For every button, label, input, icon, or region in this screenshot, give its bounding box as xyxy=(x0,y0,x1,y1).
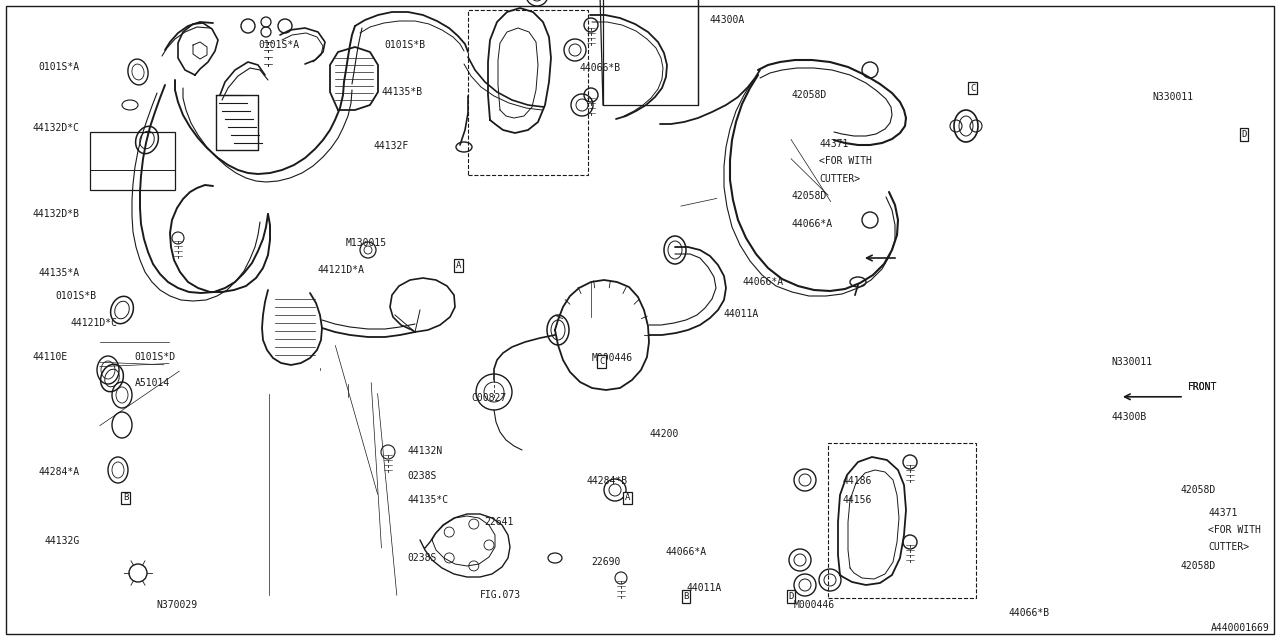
Text: 44132D*C: 44132D*C xyxy=(32,123,79,133)
Text: 44284*B: 44284*B xyxy=(586,476,627,486)
Text: 44121D*A: 44121D*A xyxy=(317,265,365,275)
Text: 22690: 22690 xyxy=(591,557,621,567)
Text: 0101S*B: 0101S*B xyxy=(384,40,425,50)
Text: FIG.073: FIG.073 xyxy=(480,590,521,600)
Text: B: B xyxy=(123,493,128,502)
Text: B: B xyxy=(684,592,689,601)
Text: 44156: 44156 xyxy=(842,495,872,506)
Text: 44300A: 44300A xyxy=(709,15,745,26)
Text: 44371: 44371 xyxy=(1208,508,1238,518)
Text: N330011: N330011 xyxy=(1152,92,1193,102)
Text: M130015: M130015 xyxy=(346,237,387,248)
Text: C00827: C00827 xyxy=(471,393,507,403)
Text: 44132N: 44132N xyxy=(407,446,443,456)
Text: 42058D: 42058D xyxy=(791,191,827,201)
Text: 44135*B: 44135*B xyxy=(381,87,422,97)
Text: 44132D*B: 44132D*B xyxy=(32,209,79,220)
Text: 0101S*D: 0101S*D xyxy=(134,352,175,362)
Text: D: D xyxy=(788,592,794,601)
Text: 0238S: 0238S xyxy=(407,553,436,563)
Text: A: A xyxy=(456,261,461,270)
Text: 44011A: 44011A xyxy=(686,582,722,593)
Text: C: C xyxy=(970,84,975,93)
Text: CUTTER>: CUTTER> xyxy=(1208,542,1249,552)
Text: 44284*A: 44284*A xyxy=(38,467,79,477)
Text: 44186: 44186 xyxy=(842,476,872,486)
Text: 44110E: 44110E xyxy=(32,352,68,362)
Text: 44121D*C: 44121D*C xyxy=(70,318,118,328)
Text: CUTTER>: CUTTER> xyxy=(819,173,860,184)
Text: 44200: 44200 xyxy=(649,429,678,439)
Text: A440001669: A440001669 xyxy=(1211,623,1270,634)
Text: 44135*C: 44135*C xyxy=(407,495,448,506)
Text: 44132G: 44132G xyxy=(44,536,79,546)
Text: 44300B: 44300B xyxy=(1111,412,1147,422)
Text: 42058D: 42058D xyxy=(791,90,827,100)
Text: D: D xyxy=(1242,130,1247,139)
Text: FRONT: FRONT xyxy=(1188,382,1217,392)
Text: N330011: N330011 xyxy=(1111,356,1152,367)
Text: 44132F: 44132F xyxy=(374,141,410,151)
Text: A: A xyxy=(625,493,630,502)
Text: A51014: A51014 xyxy=(134,378,170,388)
Text: 44371: 44371 xyxy=(819,139,849,149)
Text: 44066*A: 44066*A xyxy=(666,547,707,557)
Text: 44135*A: 44135*A xyxy=(38,268,79,278)
Text: 0101S*A: 0101S*A xyxy=(38,62,79,72)
Text: 42058D: 42058D xyxy=(1180,484,1216,495)
Text: N370029: N370029 xyxy=(156,600,197,610)
Bar xyxy=(468,10,588,175)
Bar xyxy=(828,443,977,598)
Text: C: C xyxy=(599,357,604,366)
Text: 22641: 22641 xyxy=(484,516,513,527)
Text: <FOR WITH: <FOR WITH xyxy=(1208,525,1261,535)
Text: 0101S*B: 0101S*B xyxy=(55,291,96,301)
Text: 44066*B: 44066*B xyxy=(1009,608,1050,618)
Text: 44066*B: 44066*B xyxy=(580,63,621,74)
Text: 42058D: 42058D xyxy=(1180,561,1216,572)
Bar xyxy=(90,132,175,190)
Text: M000446: M000446 xyxy=(794,600,835,610)
Text: 0238S: 0238S xyxy=(407,471,436,481)
Text: FRONT: FRONT xyxy=(1188,382,1217,392)
Text: 44066*A: 44066*A xyxy=(742,276,783,287)
Text: 44011A: 44011A xyxy=(723,308,759,319)
Text: 44066*A: 44066*A xyxy=(791,219,832,229)
Text: <FOR WITH: <FOR WITH xyxy=(819,156,872,166)
Text: 0101S*A: 0101S*A xyxy=(259,40,300,50)
Bar xyxy=(603,0,698,105)
Text: M000446: M000446 xyxy=(591,353,632,364)
